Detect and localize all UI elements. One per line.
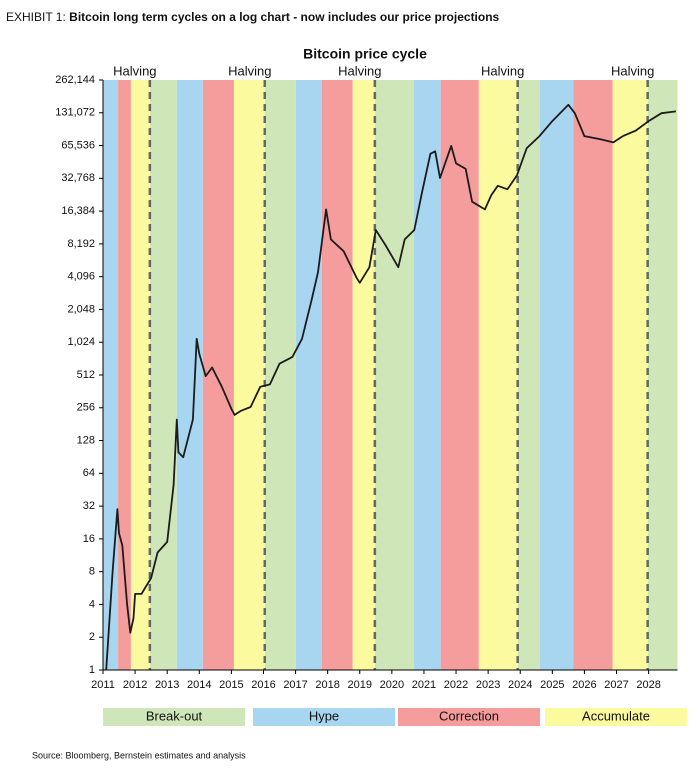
phase-band [539, 80, 574, 670]
y-tick-label: 256 [77, 402, 95, 414]
x-tick-label: 2019 [348, 679, 372, 691]
x-tick-label: 2024 [508, 679, 532, 691]
x-tick-label: 2013 [155, 679, 179, 691]
y-tick-label: 65,536 [61, 139, 95, 151]
phase-band [264, 80, 296, 670]
phase-band [612, 80, 648, 670]
y-tick-label: 4,096 [67, 271, 95, 283]
halving-label: Halving [113, 63, 156, 78]
x-tick-label: 2022 [444, 679, 468, 691]
phase-band [130, 80, 150, 670]
exhibit-label: EXHIBIT 1: [6, 10, 66, 24]
phase-band [118, 80, 131, 670]
y-tick-label: 2 [89, 631, 95, 643]
marks: Halving Halving Halving Halving Halving 1 2 4 8 1… [55, 63, 687, 726]
x-tick-label: 2021 [412, 679, 436, 691]
x-tick-label: 2012 [123, 679, 147, 691]
phase-band [202, 80, 234, 670]
x-tick-label: 2023 [476, 679, 500, 691]
source-note: Source: Bloomberg, Bernstein estimates a… [32, 750, 246, 760]
phase-band [374, 80, 414, 670]
x-tick-label: 2018 [315, 679, 339, 691]
halving-label: Halving [228, 63, 271, 78]
chart-title: Bitcoin price cycle [303, 46, 427, 62]
legend-swatch [253, 708, 395, 726]
x-tick-label: 2020 [380, 679, 404, 691]
legend-swatch [545, 708, 687, 726]
phase-band [321, 80, 353, 670]
phase-band [352, 80, 375, 670]
exhibit-title: Bitcoin long term cycles on a log chart … [69, 10, 499, 24]
y-tick-label: 128 [77, 434, 95, 446]
x-tick-label: 2015 [219, 679, 243, 691]
y-tick-label: 131,072 [55, 107, 95, 119]
y-tick-label: 8 [89, 566, 95, 578]
phase-band [233, 80, 265, 670]
halving-label: Halving [481, 63, 524, 78]
exhibit-header: EXHIBIT 1: Bitcoin long term cycles on a… [6, 10, 500, 24]
y-tick-label: 16,384 [61, 205, 95, 217]
x-tick-label: 2025 [540, 679, 564, 691]
y-tick-label: 4 [89, 598, 95, 610]
phase-band [149, 80, 177, 670]
phase-band [478, 80, 518, 670]
x-tick-label: 2016 [251, 679, 275, 691]
legend-swatch [103, 708, 245, 726]
phase-band [103, 80, 119, 670]
x-tick-label: 2027 [604, 679, 628, 691]
phase-band [647, 80, 678, 670]
y-tick-label: 512 [77, 369, 95, 381]
phase-band [517, 80, 540, 670]
y-tick-label: 2,048 [67, 303, 95, 315]
legend-label: Accumulate [582, 708, 650, 723]
y-tick-label: 262,144 [55, 74, 95, 86]
halving-label: Halving [611, 63, 654, 78]
legend-label: Break-out [146, 708, 203, 723]
halving-label: Halving [338, 63, 381, 78]
y-tick-label: 1 [89, 664, 95, 676]
phase-band [573, 80, 613, 670]
y-tick-label: 32 [83, 500, 95, 512]
y-tick-label: 32,768 [61, 172, 95, 184]
legend-label: Correction [439, 708, 499, 723]
phase-band [440, 80, 479, 670]
phase-band [295, 80, 322, 670]
x-tick-label: 2017 [283, 679, 307, 691]
phase-band [176, 80, 203, 670]
x-tick-label: 2014 [187, 679, 211, 691]
legend-label: Hype [309, 708, 339, 723]
y-tick-label: 1,024 [67, 336, 95, 348]
phase-band [413, 80, 441, 670]
y-tick-label: 8,192 [67, 238, 95, 250]
bands [103, 80, 678, 670]
y-tick-label: 16 [83, 533, 95, 545]
x-tick-label: 2011 [91, 679, 115, 691]
x-tick-label: 2028 [636, 679, 660, 691]
y-tick-label: 64 [83, 467, 95, 479]
price-line [105, 103, 677, 671]
x-tick-label: 2026 [572, 679, 596, 691]
legend-swatch [398, 708, 540, 726]
